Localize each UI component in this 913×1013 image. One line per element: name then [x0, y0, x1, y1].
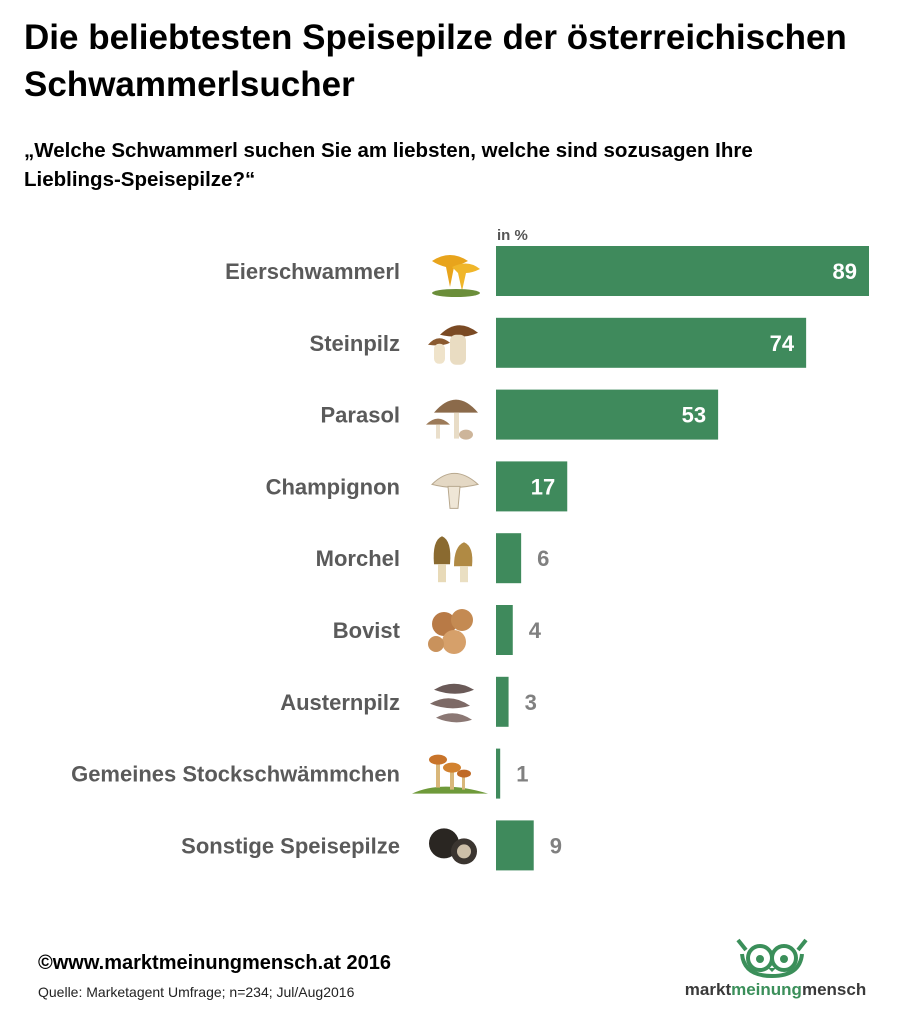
data-label: 89 [833, 259, 857, 284]
category-label: Gemeines Stockschwämmchen [71, 762, 400, 787]
brand-logo: marktmeinungmensch [668, 932, 883, 1004]
oyster-mushroom-icon [430, 683, 474, 723]
bar [496, 533, 522, 584]
chart-subtitle: „Welche Schwammerl suchen Sie am liebste… [24, 139, 753, 191]
data-label: 4 [529, 618, 542, 643]
bar-chart: in % Eierschwammerl 89 Steinpilz 74 Parasol 5… [71, 227, 869, 871]
data-label: 9 [550, 833, 562, 858]
category-label: Morchel [316, 546, 400, 571]
source-text: Quelle: Marketagent Umfrage; n=234; Jul/… [38, 984, 355, 1000]
category-label: Austernpilz [280, 690, 400, 715]
porcini-icon [428, 325, 478, 365]
bar [496, 389, 719, 440]
logo-word-mensch: mensch [801, 980, 867, 999]
data-label: 53 [682, 403, 706, 428]
category-label: Steinpilz [310, 331, 400, 356]
data-label: 6 [537, 546, 549, 571]
data-label: 74 [770, 331, 795, 356]
bar [496, 605, 513, 655]
data-label: 17 [531, 474, 555, 499]
owl-logo-icon [736, 938, 808, 979]
category-label: Sonstige Speisepilze [181, 833, 400, 858]
data-label: 1 [516, 762, 528, 787]
parasol-icon [426, 399, 478, 440]
category-label: Parasol [321, 403, 401, 428]
bar [496, 676, 509, 727]
category-label: Bovist [333, 618, 401, 643]
copyright-text: ©www.marktmeinungmensch.at 2016 [38, 952, 391, 974]
morel-icon [433, 536, 473, 583]
unit-label: in % [497, 227, 528, 244]
chanterelle-icon [432, 255, 480, 297]
chart-title: Die beliebtesten Speisepilze der österre… [24, 18, 847, 104]
champignon-icon [431, 472, 480, 509]
logo-word-markt: markt [684, 980, 732, 999]
logo-wordmark: marktmeinungmensch [668, 980, 883, 1000]
stockschwaemmchen-icon [412, 754, 488, 794]
data-label: 3 [525, 690, 537, 715]
truffle-icon [429, 828, 477, 865]
bar [496, 317, 807, 368]
bar [496, 820, 534, 871]
bar [496, 461, 568, 512]
puffball-icon [428, 609, 473, 654]
bar [496, 246, 869, 296]
category-label: Champignon [266, 474, 400, 499]
bar [496, 748, 501, 799]
category-label: Eierschwammerl [225, 259, 400, 284]
logo-word-meinung: meinung [731, 980, 802, 999]
